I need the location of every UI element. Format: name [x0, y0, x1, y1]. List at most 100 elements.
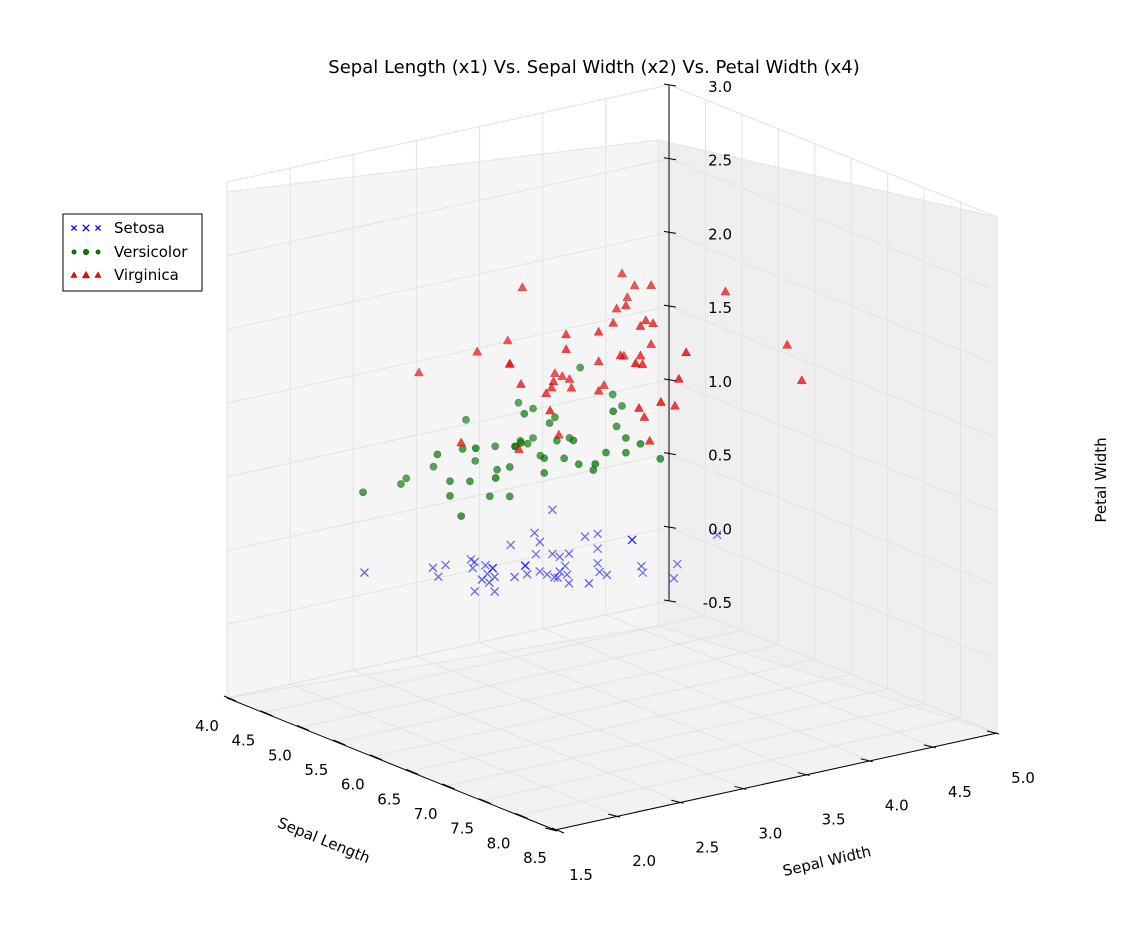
z-grid-line-back — [668, 231, 998, 365]
legend: Setosa Versicolor Virginica — [62, 213, 203, 292]
y-grid-line-floor — [289, 683, 619, 817]
z-grid-line-back — [668, 379, 998, 513]
virginica-point — [640, 315, 651, 325]
z-tick-label: 2.0 — [708, 225, 732, 243]
legend-marker-virginica — [81, 270, 91, 279]
setosa-point — [627, 535, 637, 545]
versicolor-point — [493, 465, 501, 474]
x-tick-label: 4.5 — [232, 732, 256, 750]
z-tick-label: -0.5 — [703, 594, 732, 612]
x-tick-label: 8.5 — [523, 849, 547, 867]
setosa-point — [360, 568, 369, 578]
setosa-point — [548, 505, 557, 515]
x-tick-mark — [515, 812, 528, 819]
versicolor-point — [505, 492, 514, 501]
z-grid-line-back — [668, 84, 998, 218]
versicolor-point — [491, 442, 499, 451]
versicolor-point — [656, 454, 665, 463]
setosa-point — [593, 529, 603, 539]
setosa-point — [522, 569, 532, 579]
setosa-point — [548, 549, 557, 559]
versicolor-point — [536, 451, 545, 460]
setosa-point — [638, 568, 648, 578]
legend-marker-versicolor — [71, 249, 77, 255]
virginica-point — [472, 346, 483, 356]
legend-marker-virginica — [94, 271, 102, 278]
setosa-point — [470, 557, 480, 567]
x-tick-label: 7.5 — [450, 820, 474, 838]
x-tick-label: 7.0 — [414, 805, 438, 823]
virginica-point — [630, 358, 641, 368]
setosa-point — [535, 567, 545, 576]
virginica-point — [629, 280, 640, 290]
z-grid-line-side — [226, 84, 670, 183]
versicolor-point — [491, 474, 500, 482]
legend-marker-setosa — [70, 224, 78, 232]
chart-title: Sepal Length (x1) Vs. Sepal Width (x2) V… — [328, 57, 859, 78]
virginica-point — [549, 368, 560, 377]
y-tick-mark — [860, 758, 873, 763]
y-tick-label: 4.5 — [948, 783, 972, 801]
z-tick-mark — [663, 83, 677, 87]
y-tick-mark — [923, 744, 936, 749]
setosa-point — [602, 570, 612, 580]
legend-marker-versicolor — [95, 249, 101, 255]
virginica-point — [599, 379, 609, 389]
z-tick-mark — [663, 599, 677, 603]
y-tick-label: 3.5 — [822, 811, 846, 829]
setosa-point — [433, 572, 443, 582]
y-tick-mark — [797, 772, 810, 777]
virginica-point — [681, 347, 692, 357]
z-tick-label: 0.5 — [708, 447, 732, 465]
setosa-point — [530, 528, 539, 538]
versicolor-point — [565, 434, 574, 442]
z-tick-mark — [663, 304, 677, 308]
z-tick-mark — [663, 378, 677, 382]
y-grid-line-floor — [542, 628, 871, 762]
x-tick-label: 6.5 — [377, 790, 401, 808]
y-tick-mark — [544, 827, 558, 832]
virginica-point — [615, 350, 626, 360]
x-tick-mark — [478, 798, 492, 805]
setosa-point — [564, 578, 574, 588]
versicolor-point — [529, 404, 537, 413]
y-tick-label: 3.0 — [758, 824, 782, 842]
x-grid-line-floor — [372, 659, 815, 758]
z-axis-title: Petal Width — [1092, 437, 1110, 522]
virginica-point — [622, 292, 633, 301]
versicolor-point — [505, 463, 514, 471]
versicolor-point — [622, 448, 630, 457]
virginica-point — [593, 385, 604, 395]
virginica-point — [644, 435, 655, 445]
z-tick-label: 3.0 — [708, 78, 732, 96]
virginica-point — [635, 350, 646, 360]
x-grid-line-floor — [299, 629, 742, 728]
versicolor-point — [591, 460, 600, 468]
y-axis-line — [554, 732, 998, 831]
x-tick-mark — [551, 827, 565, 834]
versicolor-point — [622, 434, 630, 442]
setosa-point — [672, 559, 682, 569]
x-tick-label: 4.0 — [195, 717, 219, 735]
versicolor-point — [514, 398, 523, 407]
setosa-point — [482, 569, 492, 579]
x-axis-title: Sepal Length — [275, 814, 373, 867]
setosa-point — [490, 587, 500, 597]
versicolor-point — [457, 512, 465, 520]
setosa-point — [562, 570, 572, 580]
z-grid-line-side — [226, 379, 670, 478]
virginica-point — [617, 268, 627, 278]
x-grid-line-floor — [409, 673, 852, 772]
y-tick-label: 5.0 — [1011, 769, 1035, 787]
virginica-point — [646, 338, 657, 348]
versicolor-point — [471, 444, 480, 453]
z-grid-line-side — [226, 158, 670, 257]
x-tick-mark — [333, 739, 346, 746]
versicolor-point — [462, 416, 470, 424]
setosa-point — [531, 549, 541, 559]
x-tick-mark — [296, 724, 310, 731]
legend-marker-versicolor — [83, 249, 90, 256]
versicolor-point — [608, 390, 617, 399]
virginica-point — [546, 382, 557, 392]
